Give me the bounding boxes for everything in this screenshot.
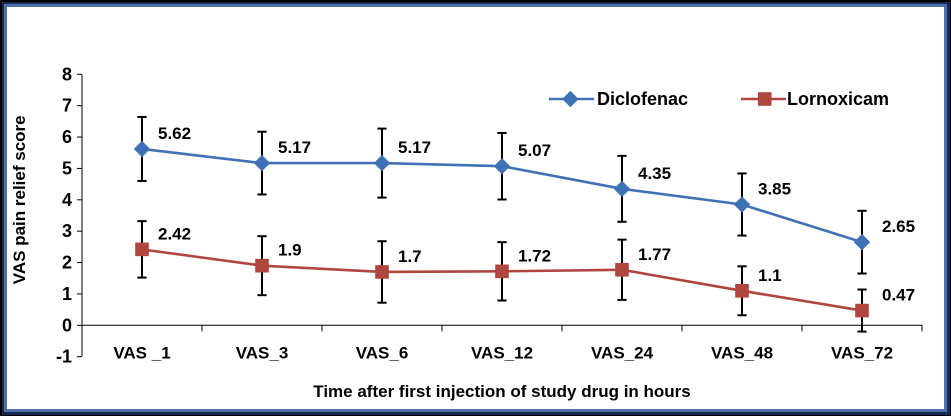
svg-text:5.17: 5.17 [398,138,431,157]
svg-text:0: 0 [62,315,72,335]
svg-text:VAS pain relief score: VAS pain relief score [10,115,29,284]
svg-text:5.17: 5.17 [278,138,311,157]
svg-text:1: 1 [62,284,72,304]
svg-text:1.72: 1.72 [518,246,551,265]
svg-text:VAS_3: VAS_3 [236,344,289,363]
svg-text:5: 5 [62,158,72,178]
svg-text:5.07: 5.07 [518,141,551,160]
svg-text:4: 4 [62,190,72,210]
svg-text:-1: -1 [56,347,72,367]
svg-text:Diclofenac: Diclofenac [597,89,688,109]
svg-text:2.42: 2.42 [158,224,191,243]
svg-text:2.65: 2.65 [882,217,915,236]
svg-text:VAS_24: VAS_24 [591,344,654,363]
svg-text:3: 3 [62,221,72,241]
svg-text:VAS_48: VAS_48 [711,344,773,363]
svg-text:3.85: 3.85 [758,180,791,199]
svg-text:VAS_12: VAS_12 [471,344,533,363]
svg-text:1.1: 1.1 [758,266,782,285]
svg-text:5.62: 5.62 [158,124,191,143]
svg-text:7: 7 [62,96,72,116]
svg-text:4.35: 4.35 [638,164,671,183]
svg-text:2: 2 [62,253,72,273]
svg-text:6: 6 [62,127,72,147]
svg-text:Time after first injection of: Time after first injection of study drug… [313,382,691,401]
svg-text:1.77: 1.77 [638,245,671,264]
svg-text:VAS_72: VAS_72 [831,344,893,363]
svg-text:1.9: 1.9 [278,241,302,260]
svg-text:1.7: 1.7 [398,247,422,266]
svg-text:VAS_6: VAS_6 [356,344,409,363]
svg-text:0.47: 0.47 [882,286,915,305]
svg-text:Lornoxicam: Lornoxicam [787,89,889,109]
svg-text:8: 8 [62,64,72,84]
svg-text:VAS _1: VAS _1 [113,344,170,363]
